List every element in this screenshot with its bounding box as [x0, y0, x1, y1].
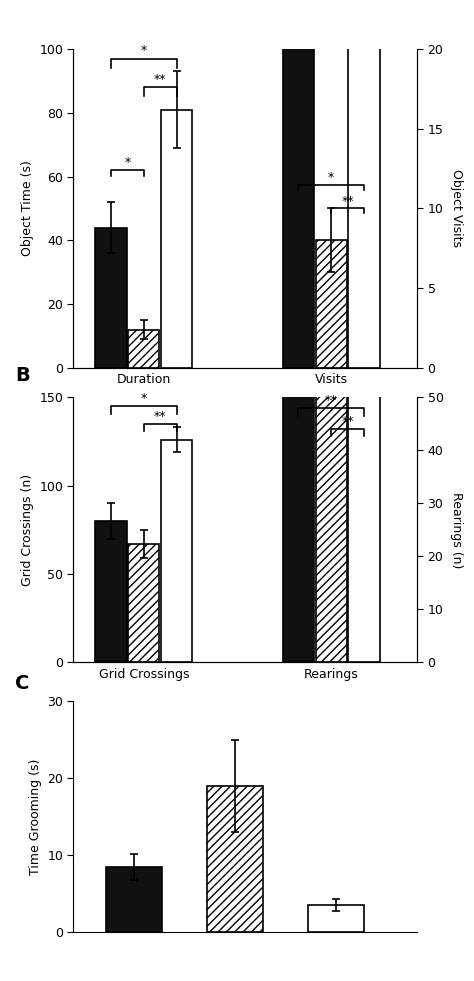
Text: **: **	[154, 410, 166, 423]
Y-axis label: Rearings (n): Rearings (n)	[450, 491, 463, 568]
Y-axis label: Object Time (s): Object Time (s)	[21, 161, 34, 256]
Text: *: *	[141, 391, 147, 405]
Bar	[95, 228, 127, 368]
Text: **: **	[341, 194, 354, 208]
Bar	[283, 0, 314, 368]
Bar	[283, 286, 314, 662]
Bar	[348, 0, 380, 368]
Text: C: C	[15, 674, 29, 693]
Text: B: B	[15, 366, 30, 385]
Bar	[161, 110, 192, 368]
Y-axis label: Time Grooming (s): Time Grooming (s)	[28, 758, 42, 875]
Bar	[316, 240, 347, 368]
Text: **: **	[325, 393, 337, 407]
Text: *: *	[328, 171, 334, 183]
Bar	[128, 330, 159, 368]
Bar	[316, 329, 347, 662]
Bar	[208, 786, 263, 932]
Y-axis label: Grid Crossings (n): Grid Crossings (n)	[21, 474, 34, 586]
Bar	[95, 521, 127, 662]
Bar	[348, 0, 380, 662]
Bar	[309, 905, 364, 932]
Bar	[161, 439, 192, 662]
Bar	[128, 543, 159, 662]
Text: **: **	[154, 73, 166, 86]
Text: *: *	[141, 44, 147, 57]
Text: **: **	[341, 415, 354, 428]
Y-axis label: Object Visits: Object Visits	[450, 170, 463, 247]
Text: *: *	[124, 156, 130, 169]
Bar	[106, 866, 162, 932]
